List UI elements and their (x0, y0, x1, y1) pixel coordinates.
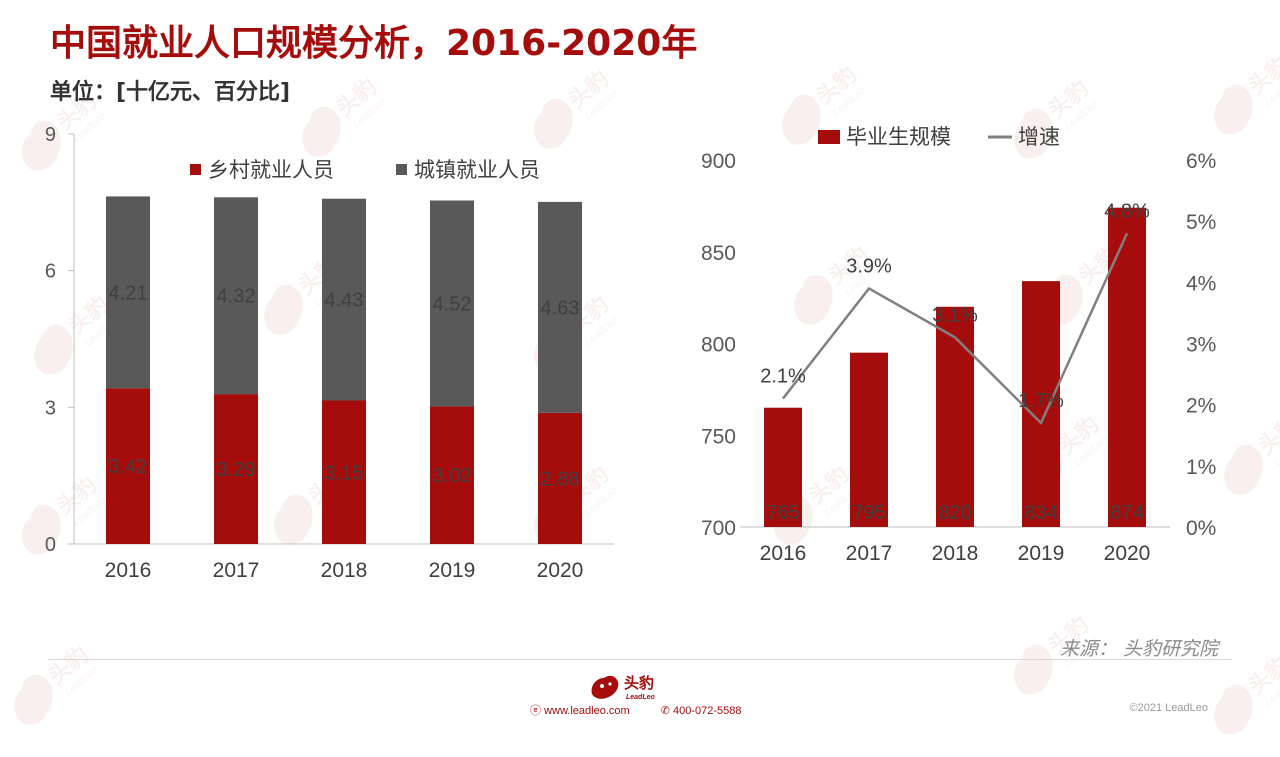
rural-bar (430, 406, 474, 544)
y-tick-label: 6 (45, 261, 56, 283)
employment-stacked-bar-chart: 0 3 6 9 3.42 4.21 2016 3.29 4.32 2017 3.15 4.43 2018… (45, 124, 614, 582)
source-note: 来源： 头豹研究院 (1059, 638, 1218, 660)
data-label: 2.88 (541, 468, 580, 490)
growth-rate-line (782, 232, 1129, 426)
x-tick-label: 2016 (105, 559, 152, 582)
page-title: 中国就业人口规模分析，2016-2020年 (50, 23, 698, 64)
x-tick-label: 2018 (321, 559, 368, 582)
x-tick-label: 2017 (846, 542, 893, 565)
phone-text: 400-072-5588 (673, 705, 742, 717)
logo-text: 头豹 (624, 674, 654, 692)
copyright: ©2021 LeadLeo (1129, 702, 1208, 714)
urban-bar (106, 196, 150, 389)
bar-data-label: 874 (1110, 502, 1143, 524)
left-y-tick-label: 700 (701, 517, 736, 540)
line-data-label: 3.9% (846, 255, 892, 277)
website-text: www.leadleo.com (544, 705, 630, 717)
right-y-tick-label: 0% (1186, 517, 1216, 540)
graduates-bar (764, 407, 802, 527)
svg-text:头豹: 头豹 (812, 62, 862, 110)
y-tick-label: 9 (45, 124, 56, 146)
line-data-label: 4.8% (1104, 200, 1150, 222)
graduates-bar-line-chart: 700 750 800 850 900 0% 1% 2% 3% 4% 5% 6% 765 2016 795 2… (701, 125, 1216, 565)
urban-bar (214, 197, 258, 395)
legend-swatch-rural (190, 164, 201, 175)
urban-bar (538, 201, 582, 413)
right-y-tick-label: 2% (1186, 395, 1216, 418)
x-tick-label: 2016 (760, 542, 807, 565)
left-y-tick-label: 800 (701, 334, 736, 357)
right-y-tick-label: 6% (1186, 150, 1216, 173)
data-label: 4.43 (325, 290, 364, 312)
data-label: 4.21 (109, 282, 148, 304)
legend-swatch-urban (396, 164, 407, 175)
footer-divider (48, 659, 1232, 660)
footer: 头豹 LeadLeo ⓔ www.leadleo.com ✆ 400-072-5… (0, 668, 1280, 720)
right-y-tick-label: 3% (1186, 334, 1216, 357)
legend-label: 毕业生规模 (846, 125, 951, 149)
bar-data-label: 765 (766, 502, 799, 524)
phone-number: ✆ 400-072-5588 (660, 705, 742, 717)
logo-sub: LeadLeo (626, 694, 656, 701)
svg-text:LeadLeo: LeadLeo (1263, 75, 1280, 109)
graduates-bar (850, 352, 888, 527)
website-link[interactable]: ⓔ www.leadleo.com (530, 705, 630, 717)
x-tick-label: 2020 (1104, 542, 1151, 565)
rural-bar (322, 400, 366, 544)
graduates-bar (1108, 207, 1146, 527)
right-y-tick-label: 1% (1186, 456, 1216, 479)
unit-label: 单位：[十亿元、百分比] (50, 80, 291, 105)
data-label: 3.29 (217, 459, 256, 481)
line-data-label: 3.1% (932, 304, 978, 326)
y-tick-label: 0 (45, 534, 56, 556)
x-tick-label: 2018 (932, 542, 979, 565)
svg-text:头豹: 头豹 (564, 66, 614, 114)
urban-bar (322, 198, 366, 401)
data-label: 4.32 (217, 286, 256, 308)
left-y-tick-label: 850 (701, 242, 736, 265)
legend-swatch-graduates (818, 130, 840, 144)
bar-data-label: 820 (938, 502, 971, 524)
contact-info: ⓔ www.leadleo.com ✆ 400-072-5588 (530, 702, 770, 718)
data-label: 3.02 (433, 465, 472, 487)
x-tick-label: 2019 (1018, 542, 1065, 565)
leadleo-logo: 头豹 LeadLeo (588, 668, 678, 702)
left-y-tick-label: 750 (701, 425, 736, 448)
right-y-tick-label: 5% (1186, 211, 1216, 234)
bar-data-label: 795 (852, 502, 885, 524)
right-y-tick-label: 4% (1186, 272, 1216, 295)
legend-label: 城镇就业人员 (414, 158, 540, 182)
left-y-tick-label: 900 (701, 150, 736, 173)
data-label: 3.15 (325, 462, 364, 484)
data-label: 3.42 (109, 456, 148, 478)
rural-bar (538, 412, 582, 544)
line-data-label: 2.1% (760, 366, 806, 388)
data-label: 4.52 (433, 293, 472, 315)
x-tick-label: 2017 (213, 559, 260, 582)
data-label: 4.63 (541, 297, 580, 319)
bar-data-label: 834 (1024, 502, 1057, 524)
y-tick-label: 3 (45, 397, 56, 419)
line-data-label: 1.7% (1018, 390, 1064, 412)
x-tick-label: 2020 (537, 559, 584, 582)
graduates-bar (1022, 281, 1060, 527)
legend-label: 乡村就业人员 (208, 158, 334, 182)
leopard-logo-icon: 头豹 LeadLeo (591, 674, 656, 701)
urban-bar (430, 200, 474, 407)
legend-label: 增速 (1018, 125, 1060, 149)
svg-text:头豹: 头豹 (1244, 52, 1280, 100)
graduates-bar (936, 306, 974, 527)
x-tick-label: 2019 (429, 559, 476, 582)
rural-bar (106, 388, 150, 544)
rural-bar (214, 394, 258, 544)
